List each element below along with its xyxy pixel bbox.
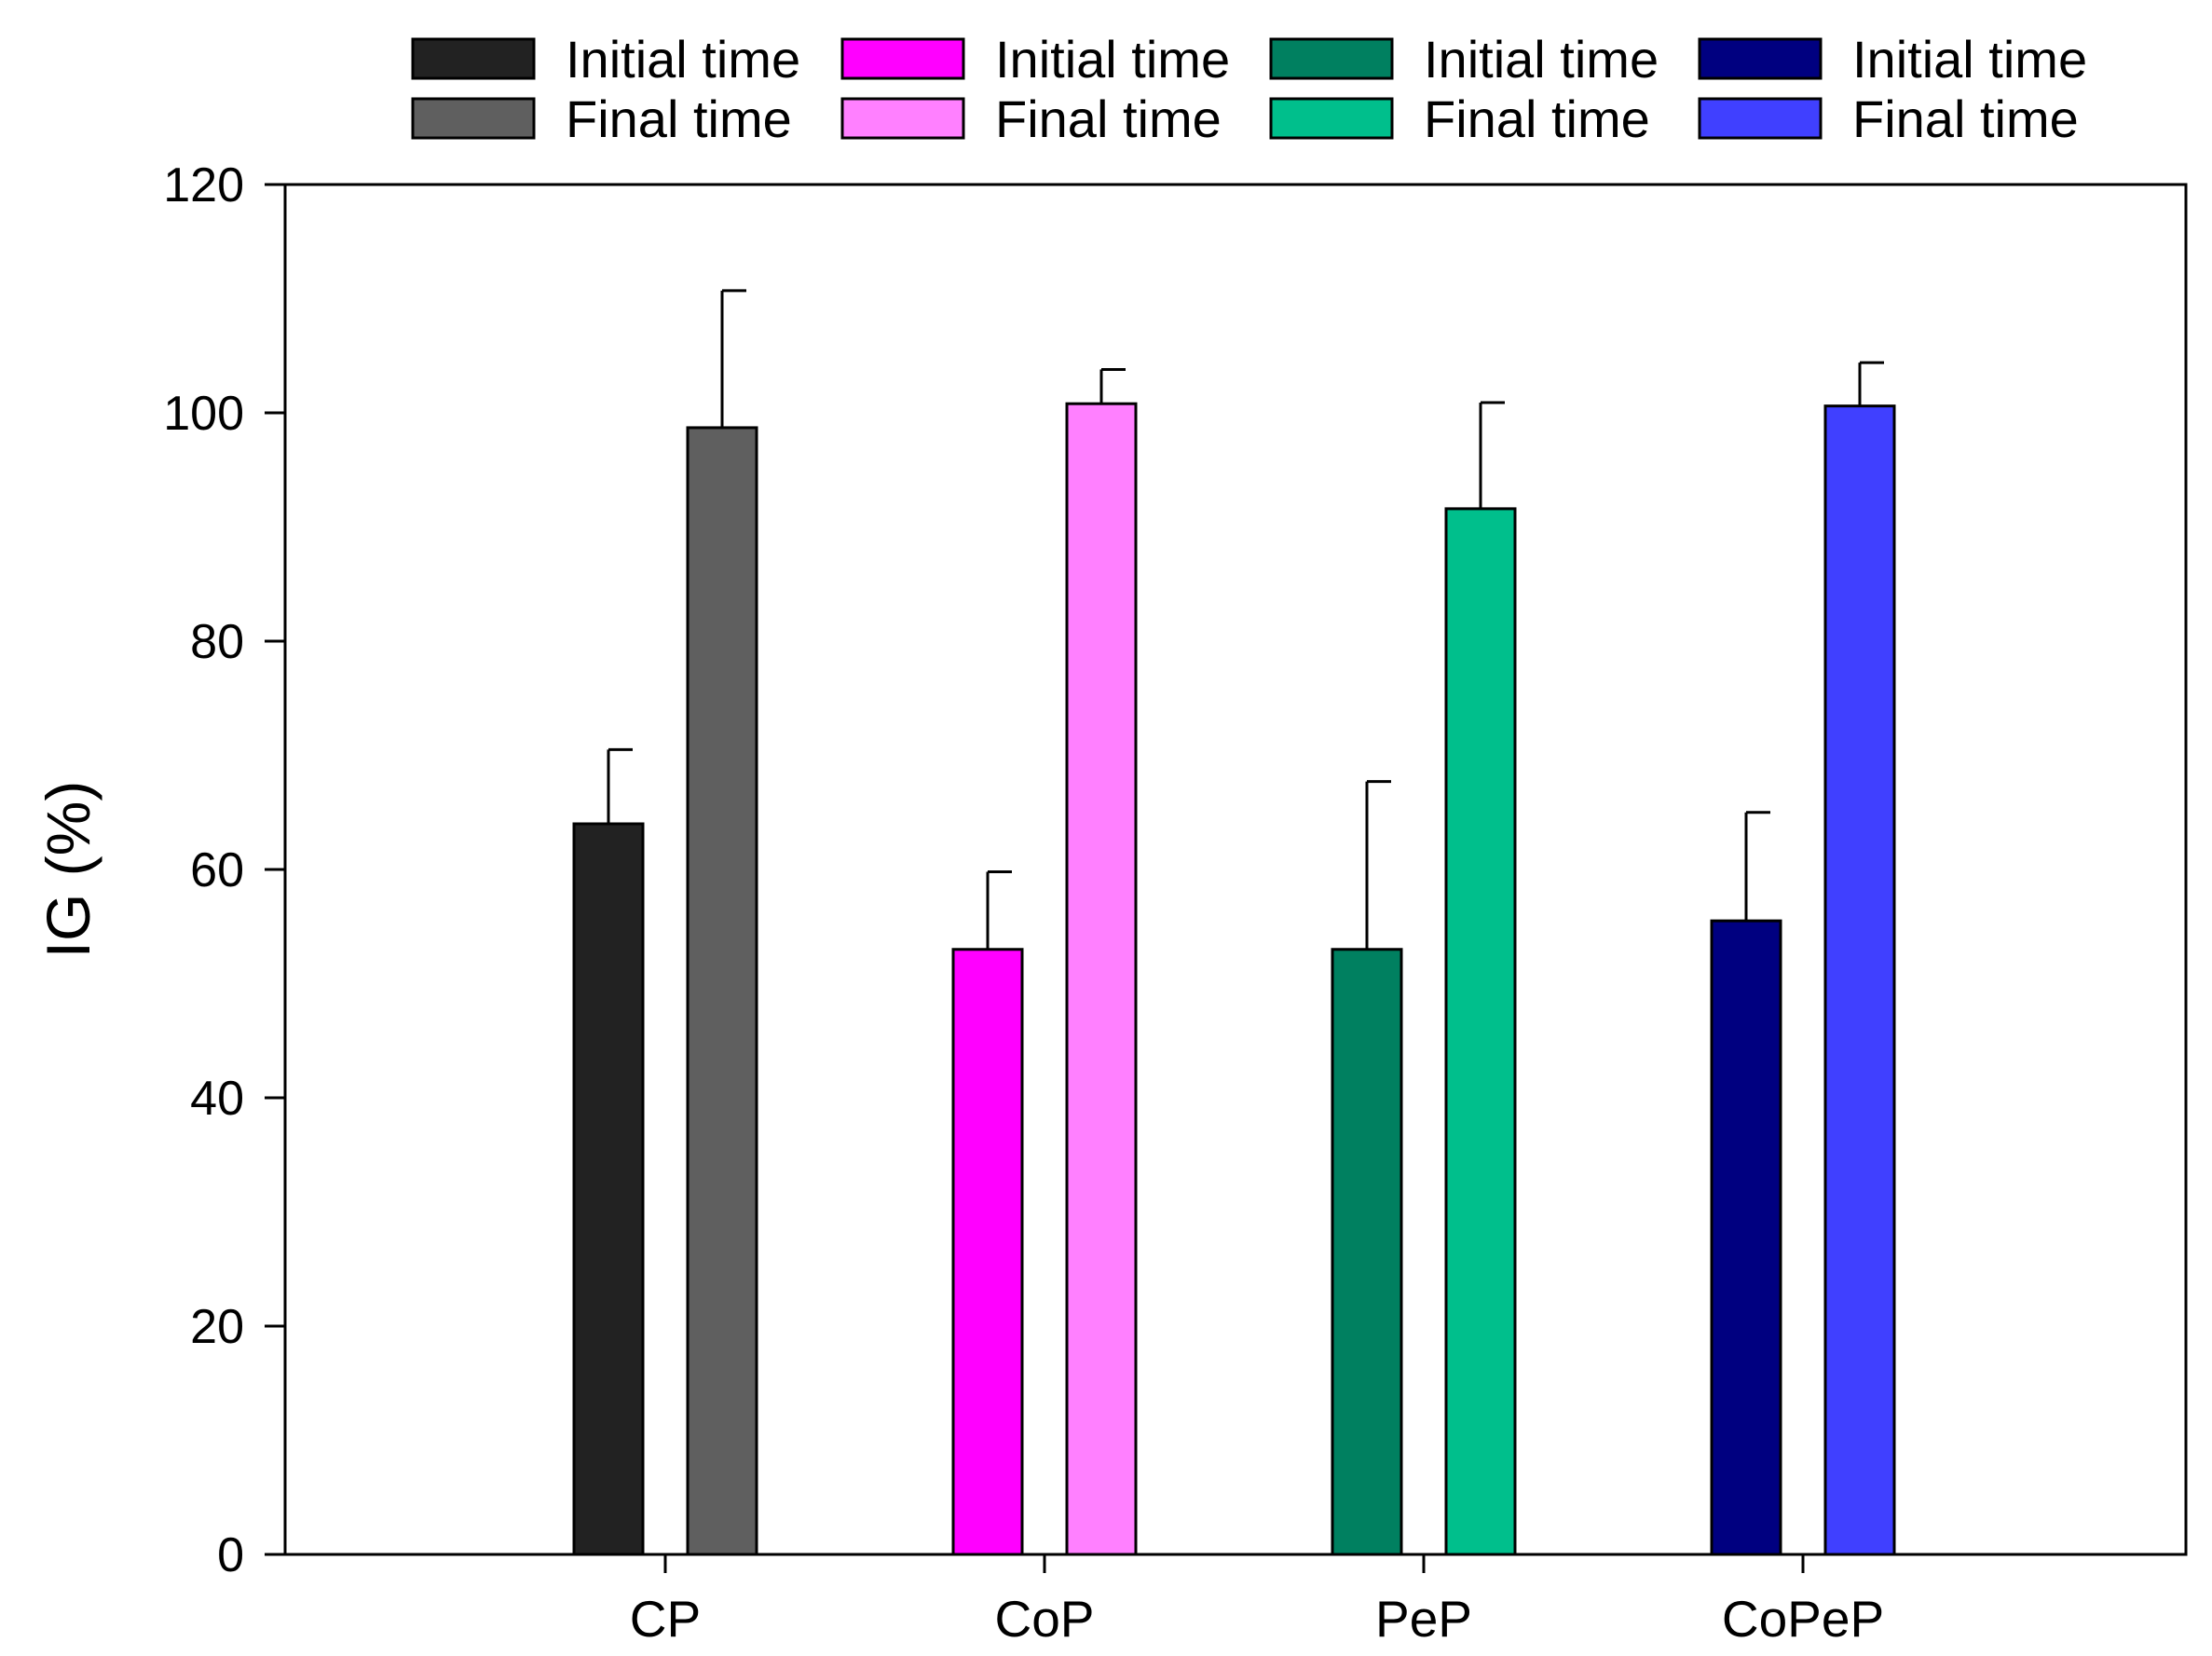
bar-copep-final (1823, 404, 1896, 1556)
x-axis: CP CoP PeP CoPeP (630, 1554, 1884, 1648)
y-tick-label: 80 (190, 615, 244, 669)
y-axis-title: IG (%) (34, 781, 102, 959)
legend-swatch (411, 97, 536, 140)
y-tick-label: 100 (163, 387, 244, 441)
x-category-label: CoP (995, 1590, 1095, 1648)
legend-swatch (411, 37, 536, 80)
y-tick-label: 0 (217, 1528, 244, 1582)
x-category-label: PeP (1375, 1590, 1472, 1648)
bar-cp-initial (572, 822, 645, 1556)
bar-cp-final (686, 426, 758, 1556)
legend-label: Initial time (1424, 30, 1659, 89)
y-axis: 0 20 40 60 80 100 120 (163, 158, 285, 1582)
x-category-label: CoPeP (1722, 1590, 1884, 1648)
legend-label: Initial time (1852, 30, 2087, 89)
legend-swatch (1269, 97, 1394, 140)
legend-label: Final time (1852, 89, 2079, 148)
legend-swatch (1698, 97, 1823, 140)
bar-pep-initial (1331, 948, 1403, 1556)
bar-copep-initial (1710, 919, 1782, 1556)
legend-label: Final time (995, 89, 1222, 148)
bar-cop-final (1065, 402, 1138, 1556)
plot-frame (283, 183, 2188, 1556)
legend-label: Initial time (995, 30, 1230, 89)
bar-cop-initial (951, 948, 1024, 1556)
bar-pep-final (1444, 507, 1517, 1556)
y-tick-label: 120 (163, 158, 244, 212)
legend-label: Final time (566, 89, 792, 148)
legend-label: Final time (1424, 89, 1650, 148)
legend-swatch (840, 97, 965, 140)
legend-swatch (840, 37, 965, 80)
y-tick-label: 60 (190, 843, 244, 897)
legend-label: Initial time (566, 30, 800, 89)
legend-swatch (1698, 37, 1823, 80)
y-tick-label: 40 (190, 1072, 244, 1126)
legend-swatch (1269, 37, 1394, 80)
bars (572, 289, 1896, 1556)
y-tick-label: 20 (190, 1300, 244, 1354)
x-category-label: CP (630, 1590, 701, 1648)
